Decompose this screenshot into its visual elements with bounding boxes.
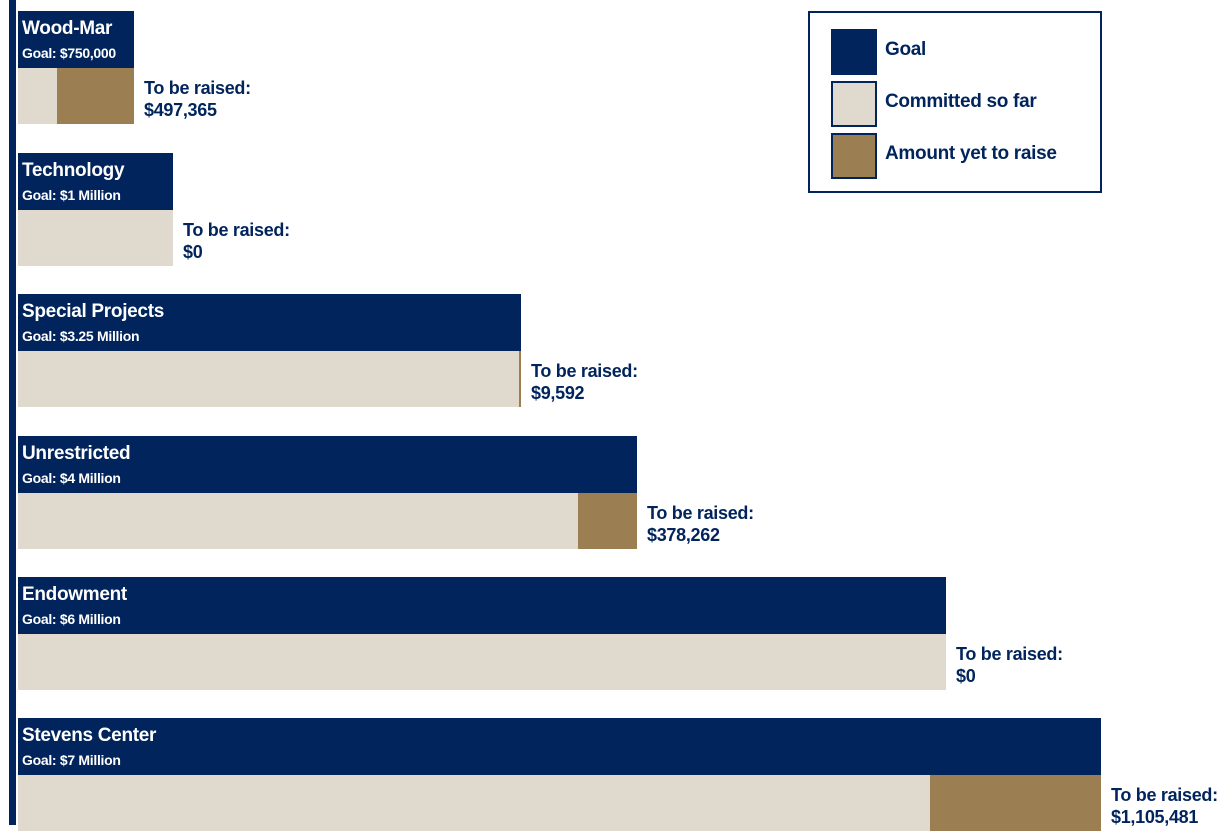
goal-name-label: Stevens Center (22, 725, 157, 746)
remaining-bar (519, 351, 521, 407)
to-be-raised-value: $0 (183, 242, 203, 262)
goal-bar (18, 577, 946, 634)
goal-name-label: Endowment (22, 584, 127, 605)
to-be-raised-value: $497,365 (144, 100, 217, 120)
legend-swatch-committed (831, 81, 877, 127)
to-be-raised-label: To be raised: (183, 220, 290, 240)
legend-label-goal: Goal (885, 39, 927, 60)
to-be-raised-label: To be raised: (1111, 785, 1218, 805)
to-be-raised-label: To be raised: (531, 361, 638, 381)
to-be-raised-value: $1,105,481 (1111, 807, 1199, 827)
goal-name-label: Unrestricted (22, 443, 131, 464)
committed-bar (18, 351, 519, 407)
axis-line (9, 0, 16, 825)
legend: Goal Committed so far Amount yet to rais… (808, 11, 1102, 193)
goal-amount-label: Goal: $1 Million (22, 187, 121, 203)
goal-amount-label: Goal: $750,000 (22, 45, 116, 61)
committed-bar (18, 493, 578, 549)
legend-swatch-remaining (831, 133, 877, 179)
goal-name-label: Wood-Mar (22, 18, 113, 39)
remaining-bar (578, 493, 637, 549)
goal-amount-label: Goal: $7 Million (22, 752, 121, 768)
committed-bar (18, 775, 930, 831)
goal-bar (18, 294, 521, 351)
goal-amount-label: Goal: $3.25 Million (22, 328, 140, 344)
committed-bar (18, 634, 946, 690)
legend-swatch-goal (831, 29, 877, 75)
goal-bar (18, 11, 134, 68)
legend-label-committed: Committed so far (885, 91, 1037, 112)
to-be-raised-value: $0 (956, 666, 976, 686)
goal-amount-label: Goal: $6 Million (22, 611, 121, 627)
goal-amount-label: Goal: $4 Million (22, 470, 121, 486)
committed-bar (18, 210, 173, 266)
goal-bar (18, 718, 1101, 775)
legend-label-remaining: Amount yet to raise (885, 143, 1057, 164)
committed-bar (18, 68, 57, 124)
to-be-raised-value: $9,592 (531, 383, 585, 403)
remaining-bar (57, 68, 134, 124)
to-be-raised-label: To be raised: (647, 503, 754, 523)
goal-bar (18, 436, 637, 493)
remaining-bar (930, 775, 1101, 831)
goal-bar (18, 153, 173, 210)
to-be-raised-label: To be raised: (144, 78, 251, 98)
goal-name-label: Technology (22, 160, 125, 181)
to-be-raised-label: To be raised: (956, 644, 1063, 664)
goal-name-label: Special Projects (22, 301, 164, 322)
to-be-raised-value: $378,262 (647, 525, 720, 545)
